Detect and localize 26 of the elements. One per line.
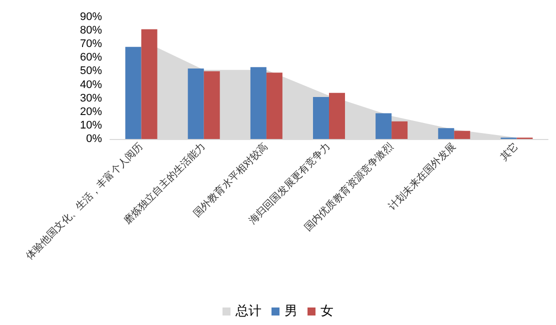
y-tick-label: 40% <box>80 78 102 91</box>
bar <box>188 68 204 139</box>
bar <box>454 130 470 139</box>
bar <box>329 92 345 139</box>
bar <box>438 128 454 139</box>
y-tick-label: 30% <box>80 92 102 104</box>
bar <box>313 96 329 139</box>
legend-label: 男 <box>284 304 298 319</box>
x-tick-label: 其它 <box>498 140 521 164</box>
y-tick-label: 70% <box>80 38 102 50</box>
y-tick-label: 20% <box>80 106 102 118</box>
bar <box>125 46 142 139</box>
legend-label: 女 <box>320 304 334 319</box>
bar <box>376 113 392 139</box>
y-tick-label: 90% <box>80 11 102 23</box>
y-tick-label: 80% <box>80 24 102 37</box>
bar <box>266 72 282 139</box>
bar <box>392 121 408 139</box>
y-tick-label: 0% <box>86 133 102 145</box>
bar <box>204 71 220 139</box>
bar <box>250 67 266 139</box>
y-tick-label: 10% <box>80 119 102 132</box>
legend-label: 总计 <box>234 304 262 319</box>
y-tick-label: 50% <box>80 65 102 78</box>
y-tick-label: 60% <box>80 52 102 64</box>
bar <box>141 29 158 139</box>
